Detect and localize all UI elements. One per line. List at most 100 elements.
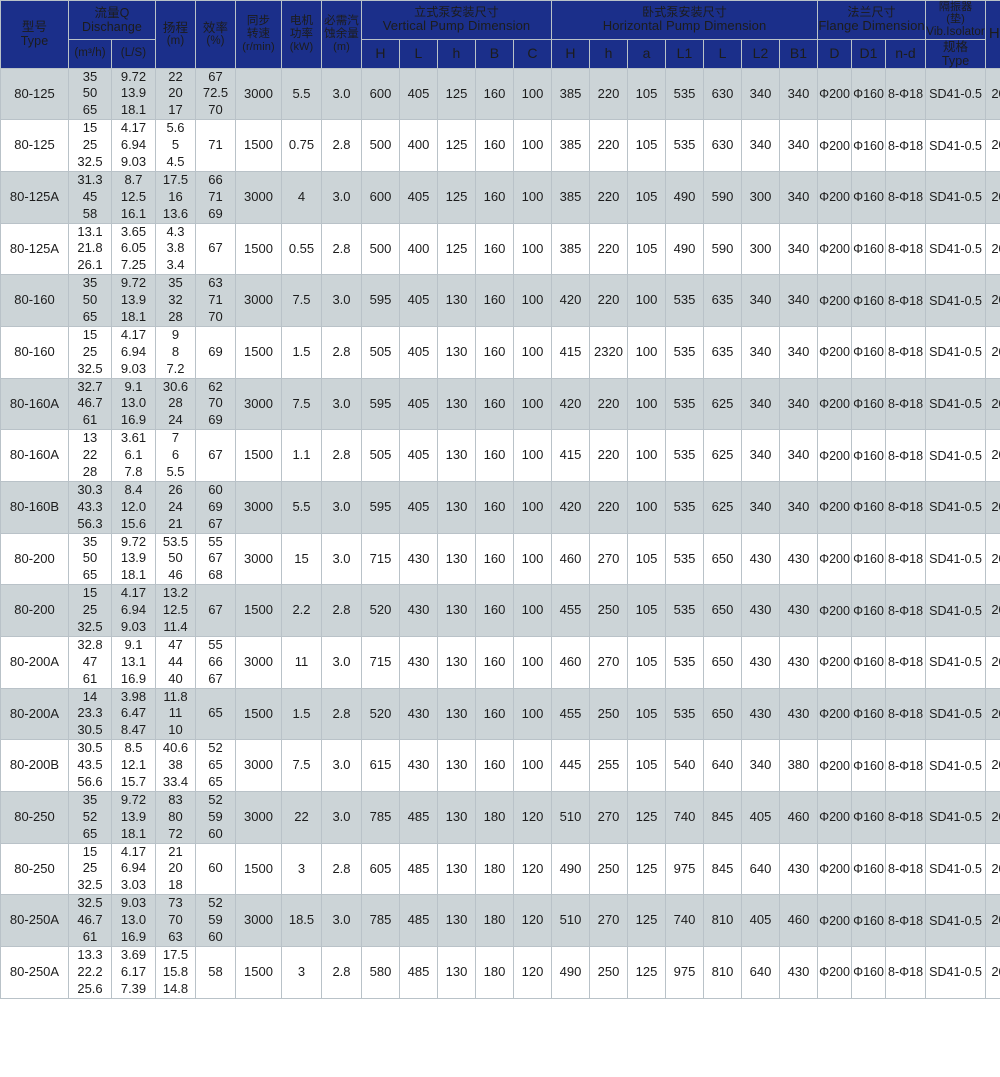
cell-vertical-H: 605 bbox=[361, 842, 400, 896]
cell-isolator-type: SD41-0.5 bbox=[925, 790, 987, 844]
cell-npsh: 2.8 bbox=[321, 945, 362, 999]
table-row: 80-200 15 25 32.5 4.17 6.94 9.03 13.2 12.5 … bbox=[0, 584, 1000, 637]
cell-flange-nd: 8-Φ18 bbox=[885, 739, 927, 792]
cell-discharge-ls: 9.1 13.0 16.9 bbox=[111, 377, 156, 431]
cell-flange-D: Φ200 bbox=[817, 687, 853, 741]
cell-flange-nd: 8-Φ18 bbox=[885, 119, 927, 172]
cell-npsh: 2.8 bbox=[321, 325, 362, 379]
cell-horizontal-H: 510 bbox=[551, 894, 591, 947]
header-vertical-en: Vertical Pump Dimension bbox=[382, 18, 531, 34]
cell-horizontal-H: 490 bbox=[551, 842, 591, 896]
header-npsh-cn1: 必需汽 bbox=[324, 15, 359, 28]
cell-discharge-m3h: 30.3 43.3 56.3 bbox=[68, 480, 112, 534]
header-col-horizontal-h: h bbox=[589, 38, 629, 69]
cell-horizontal-H: 420 bbox=[551, 274, 591, 327]
cell-flange-D: Φ200 bbox=[817, 429, 853, 482]
cell-vertical-B: 160 bbox=[475, 377, 514, 431]
cell-vertical-C: 100 bbox=[512, 325, 553, 379]
cell-horizontal-h: 250 bbox=[589, 945, 629, 999]
cell-power: 1.5 bbox=[281, 687, 322, 741]
cell-vertical-h: 130 bbox=[437, 635, 476, 689]
cell-vertical-C: 100 bbox=[512, 170, 553, 224]
cell-power: 11 bbox=[281, 635, 322, 689]
header-speed-cn1: 同步 bbox=[246, 15, 271, 28]
cell-efficiency: 67 bbox=[195, 222, 236, 276]
cell-isolator-type: SD41-0.5 bbox=[925, 739, 987, 792]
cell-horizontal-h: 220 bbox=[589, 429, 629, 482]
cell-power: 4 bbox=[281, 170, 322, 224]
cell-npsh: 3.0 bbox=[321, 790, 362, 844]
cell-horizontal-L2: 300 bbox=[741, 170, 781, 224]
cell-vertical-L: 430 bbox=[399, 584, 438, 637]
cell-isolator-type: SD41-0.5 bbox=[925, 635, 987, 689]
cell-flange-D1: Φ160 bbox=[851, 532, 887, 586]
cell-efficiency: 52 65 65 bbox=[195, 739, 236, 792]
cell-isolator-type: SD41-0.5 bbox=[925, 170, 987, 224]
cell-speed: 3000 bbox=[235, 170, 282, 224]
header-power-cn2: 功率 bbox=[289, 28, 314, 41]
cell-vertical-C: 100 bbox=[512, 274, 553, 327]
cell-flange-D1: Φ160 bbox=[851, 584, 887, 637]
cell-type: 80-160B bbox=[0, 480, 69, 534]
cell-discharge-m3h: 13.1 21.8 26.1 bbox=[68, 222, 112, 276]
table-row: 80-160A 13 22 28 3.61 6.1 7.8 7 6 5.5 67 1500… bbox=[0, 429, 1000, 482]
cell-horizontal-L1: 540 bbox=[665, 739, 705, 792]
cell-type: 80-250A bbox=[0, 894, 69, 947]
cell-horizontal-L2: 340 bbox=[741, 274, 781, 327]
cell-horizontal-h: 220 bbox=[589, 274, 629, 327]
cell-horizontal-a: 125 bbox=[627, 894, 667, 947]
cell-vertical-h: 130 bbox=[437, 325, 476, 379]
cell-vertical-C: 100 bbox=[512, 67, 553, 121]
cell-discharge-m3h: 30.5 43.5 56.6 bbox=[68, 739, 112, 792]
cell-vertical-H: 595 bbox=[361, 274, 400, 327]
cell-horizontal-B1: 430 bbox=[779, 945, 819, 999]
cell-isolator-type: SD41-0.5 bbox=[925, 119, 987, 172]
cell-vertical-L: 430 bbox=[399, 532, 438, 586]
cell-head: 47 44 40 bbox=[155, 635, 196, 689]
cell-horizontal-a: 100 bbox=[627, 274, 667, 327]
cell-h1: 20 bbox=[985, 170, 1000, 224]
cell-h1: 20 bbox=[985, 790, 1000, 844]
cell-discharge-m3h: 15 25 32.5 bbox=[68, 842, 112, 896]
cell-horizontal-L2: 340 bbox=[741, 325, 781, 379]
cell-type: 80-200A bbox=[0, 635, 69, 689]
cell-npsh: 3.0 bbox=[321, 377, 362, 431]
cell-flange-D1: Φ160 bbox=[851, 480, 887, 534]
cell-vertical-L: 400 bbox=[399, 119, 438, 172]
cell-vertical-h: 130 bbox=[437, 274, 476, 327]
cell-horizontal-B1: 430 bbox=[779, 532, 819, 586]
cell-power: 7.5 bbox=[281, 274, 322, 327]
cell-isolator-type: SD41-0.5 bbox=[925, 945, 987, 999]
cell-vertical-B: 160 bbox=[475, 274, 514, 327]
cell-h1: 20 bbox=[985, 635, 1000, 689]
cell-power: 0.75 bbox=[281, 119, 322, 172]
cell-flange-D: Φ200 bbox=[817, 170, 853, 224]
cell-horizontal-H: 385 bbox=[551, 67, 591, 121]
cell-discharge-m3h: 32.7 46.7 61 bbox=[68, 377, 112, 431]
header-col-horizontal-L1: L1 bbox=[665, 38, 705, 69]
cell-discharge-ls: 8.4 12.0 15.6 bbox=[111, 480, 156, 534]
cell-horizontal-a: 105 bbox=[627, 687, 667, 741]
cell-horizontal-a: 105 bbox=[627, 170, 667, 224]
cell-horizontal-h: 255 bbox=[589, 739, 629, 792]
cell-head: 9 8 7.2 bbox=[155, 325, 196, 379]
cell-horizontal-L2: 405 bbox=[741, 790, 781, 844]
cell-vertical-H: 520 bbox=[361, 687, 400, 741]
cell-flange-nd: 8-Φ18 bbox=[885, 894, 927, 947]
cell-horizontal-B1: 430 bbox=[779, 842, 819, 896]
cell-efficiency: 62 70 69 bbox=[195, 377, 236, 431]
cell-speed: 3000 bbox=[235, 67, 282, 121]
cell-horizontal-L1: 535 bbox=[665, 687, 705, 741]
cell-flange-D: Φ200 bbox=[817, 739, 853, 792]
cell-flange-D: Φ200 bbox=[817, 222, 853, 276]
cell-vertical-h: 125 bbox=[437, 170, 476, 224]
table-row: 80-160B 30.3 43.3 56.3 8.4 12.0 15.6 26 24 … bbox=[0, 480, 1000, 534]
cell-vertical-H: 595 bbox=[361, 480, 400, 534]
cell-flange-nd: 8-Φ18 bbox=[885, 222, 927, 276]
cell-discharge-ls: 9.72 13.9 18.1 bbox=[111, 67, 156, 121]
cell-flange-D: Φ200 bbox=[817, 119, 853, 172]
cell-vertical-B: 160 bbox=[475, 325, 514, 379]
cell-horizontal-L1: 535 bbox=[665, 274, 705, 327]
cell-isolator-type: SD41-0.5 bbox=[925, 687, 987, 741]
cell-isolator-type: SD41-0.5 bbox=[925, 222, 987, 276]
